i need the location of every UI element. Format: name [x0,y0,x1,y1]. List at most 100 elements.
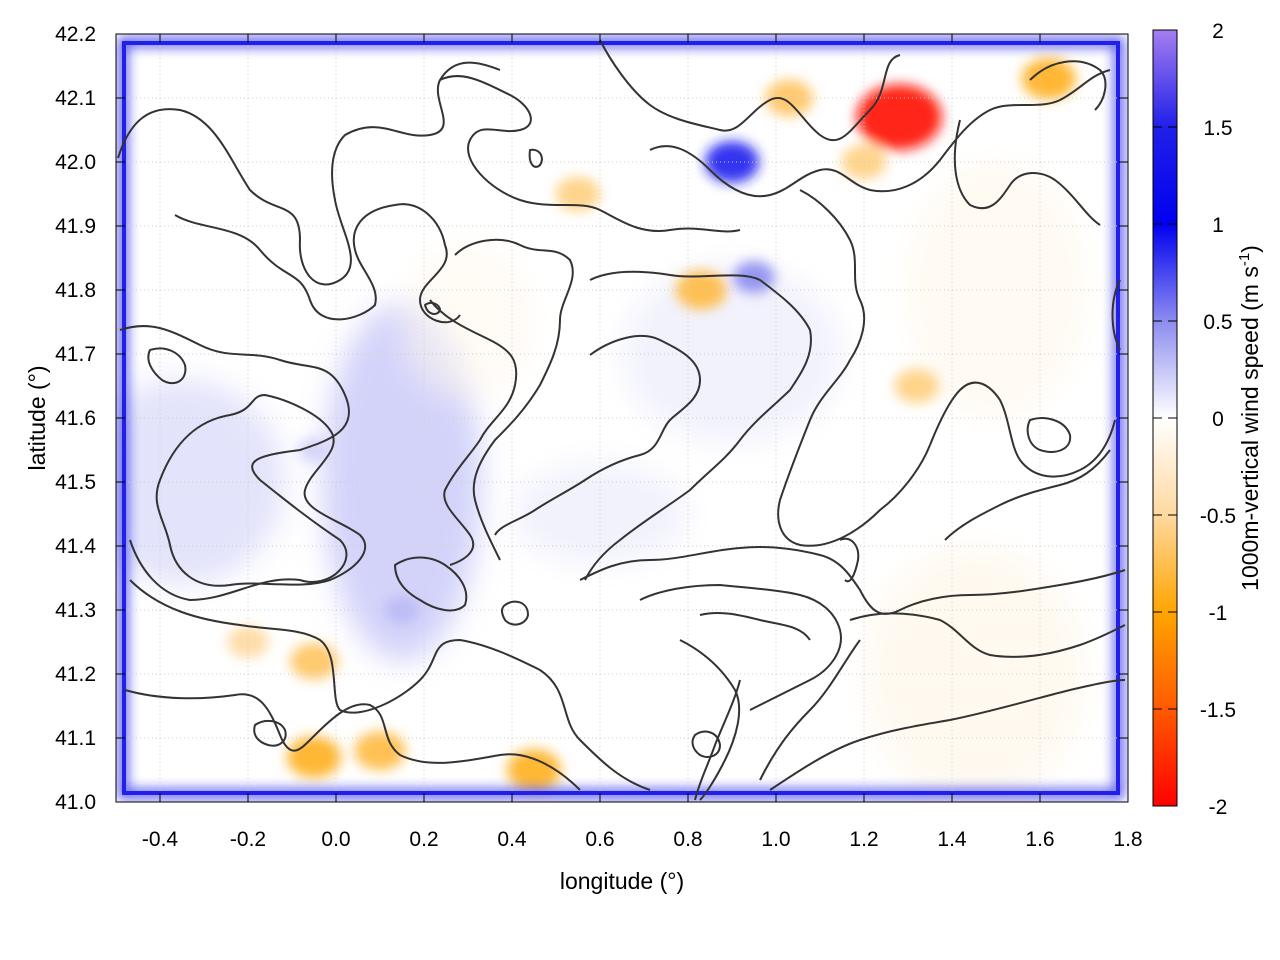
colorbar-tick-label: 0 [1212,408,1224,431]
contour-line [155,394,367,587]
heatmap-hotspot [297,437,331,463]
plot-area: -0.4 -0.2 0.0 0.2 0.4 0.6 0.8 1.0 1.2 1.4 1.6 1.8 4… [55,23,1142,851]
contour-line [454,238,574,561]
x-tick-label: 1.4 [937,828,967,851]
colorbar-title-main: 1000m-vertical wind speed (m s [1237,266,1263,591]
x-tick-label: 0.8 [673,828,702,851]
contour-line [174,203,461,324]
heatmap-hotspot [354,731,406,771]
tick-marks [116,33,1129,803]
x-tick-label: 0.6 [585,828,614,851]
y-tick-label: 42.2 [55,23,96,46]
contour-line [129,579,651,791]
contour-line [639,584,842,711]
contour-line [394,556,468,612]
heatmap-band [116,379,285,585]
colorbar-tick-label: -1.5 [1200,699,1236,722]
x-tick-label: 1.2 [849,828,878,851]
y-tick-label: 41.0 [55,791,96,814]
colorbar-tick-label: 2 [1212,20,1224,43]
contour-line [528,148,543,168]
contour-line [649,69,1111,198]
y-tick-label: 41.7 [55,343,96,366]
contour-line [501,600,529,626]
contour-lines [117,39,1126,801]
contour-line [679,639,741,801]
y-tick-label: 41.3 [55,599,96,622]
y-tick-label: 41.5 [55,471,96,494]
heatmap-band [322,302,482,662]
contour-line [424,301,441,315]
heatmap-hotspot [894,368,940,404]
x-tick-label: 1.0 [761,828,790,851]
y-tick-label: 41.8 [55,279,96,302]
colorbar-tick-label: 1.5 [1203,117,1232,140]
y-tick-labels: 41.0 41.1 41.2 41.3 41.4 41.5 41.6 41.7 41.8 41.9… [55,23,96,814]
colorbar-tick-label: -1 [1209,602,1228,625]
colorbar-tick-labels: 2 1.5 1 0.5 0 -0.5 -1 -1.5 -2 [1200,20,1236,819]
x-tick-label: 1.6 [1025,828,1054,851]
colorbar-ticks [1153,29,1177,807]
colorbar-tick-label: 1 [1212,214,1224,237]
contour-line [1111,279,1121,351]
y-tick-label: 41.9 [55,215,96,238]
contour-line [694,679,741,801]
contour-line [953,119,1101,226]
heatmap-hotspot [384,596,420,624]
contour-line [119,324,350,601]
y-tick-label: 41.4 [55,535,96,558]
y-tick-label: 42.0 [55,151,96,174]
colorbar-tick-label: -0.5 [1200,505,1236,528]
colorbar-title-suffix: ) [1237,245,1263,253]
colorbar-tick-label: -2 [1209,796,1228,819]
contour-line [777,189,931,547]
y-tick-label: 41.2 [55,663,96,686]
contour-line [1029,60,1107,111]
heatmap-hotspot [765,79,814,117]
heatmap-hotspot [290,642,338,680]
x-tick-label: 1.8 [1113,828,1142,851]
x-tick-label: 0.0 [321,828,350,851]
contour-line [839,537,860,583]
heatmap-hotspot [286,736,342,778]
x-tick-label: 0.4 [497,828,527,851]
contour-line [1026,417,1072,453]
y-tick-label: 41.6 [55,407,96,430]
contour-line [253,719,287,747]
colorbar-tick-label: 0.5 [1203,311,1232,334]
contour-line [579,546,1126,615]
heatmap-hotspot [506,749,562,791]
y-tick-label: 41.1 [55,727,96,750]
contour-line [944,449,1111,541]
y-axis-title: latitude (°) [24,365,50,470]
contour-line [439,75,741,233]
contour-line [691,730,721,758]
contour-line [769,679,1126,791]
x-tick-label: -0.4 [142,828,179,851]
heatmap-hotspot [856,84,942,150]
heatmap-hotspot [555,176,601,212]
contour-line [584,270,812,581]
heatmap-band [402,245,534,399]
y-tick-label: 42.1 [55,87,96,110]
contour-line [147,347,187,385]
heatmap-hotspot [675,270,727,310]
contour-line [124,689,581,791]
x-axis-title: longitude (°) [560,868,684,894]
colorbar-title-superscript: -1 [1236,253,1253,266]
colorbar: 2 1.5 1 0.5 0 -0.5 -1 -1.5 -2 1000m-vertical win… [1152,20,1263,819]
colorbar-title: 1000m-vertical wind speed (m s-1) [1236,245,1263,591]
contour-line [759,639,861,781]
contour-line [599,39,901,142]
contour-line [429,299,518,566]
x-tick-label: -0.2 [230,828,266,851]
contour-line [849,612,1126,658]
x-tick-labels: -0.4 -0.2 0.0 0.2 0.4 0.6 0.8 1.0 1.2 1.4 1.6 1.8 [142,828,1143,851]
contour-line [699,611,811,641]
heatmap-hotspots [227,58,1076,791]
heatmap-hotspot [1021,58,1076,100]
contour-line [117,61,501,286]
contour-line [494,335,701,536]
x-tick-label: 0.2 [409,828,438,851]
